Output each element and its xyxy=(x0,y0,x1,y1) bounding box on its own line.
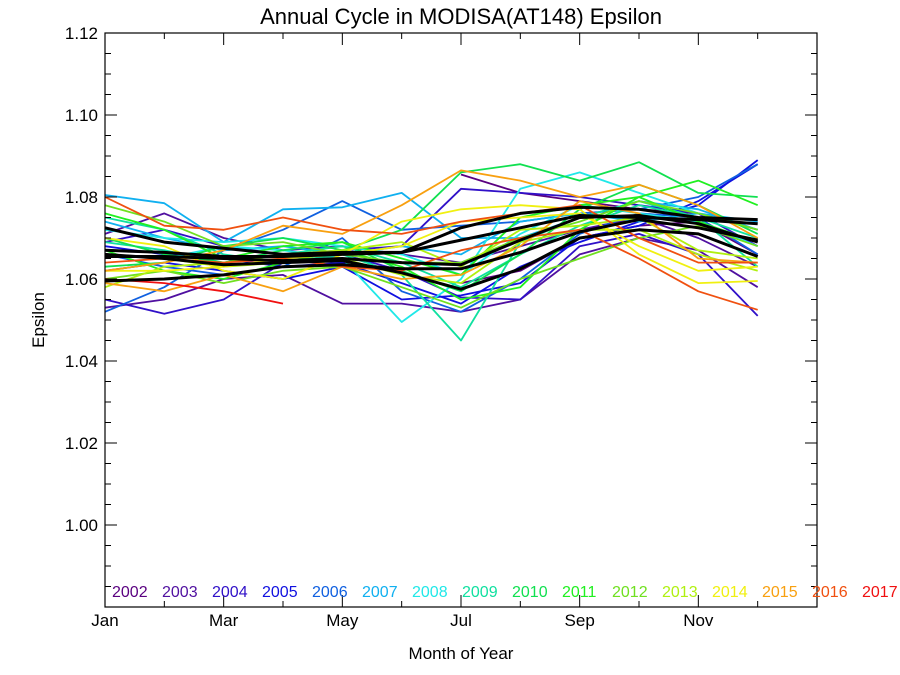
x-tick-label: Jul xyxy=(450,611,472,630)
legend-item-2012: 2012 xyxy=(612,584,648,601)
y-tick-label: 1.10 xyxy=(65,106,98,125)
x-tick-label: Sep xyxy=(565,611,595,630)
series-line-2011-18 xyxy=(104,179,759,276)
x-tick-label: May xyxy=(326,611,359,630)
legend-item-2013: 2013 xyxy=(662,584,698,601)
chart-title: Annual Cycle in MODISA(AT148) Epsilon xyxy=(260,4,662,29)
series-line-2010-16 xyxy=(104,161,758,268)
y-tick-label: 1.08 xyxy=(65,188,98,207)
series-line-2014-25 xyxy=(105,212,758,272)
y-tick-label: 1.02 xyxy=(65,434,98,453)
mean-line-34 xyxy=(104,205,758,258)
mean-line-31 xyxy=(104,218,759,283)
legend-item-2003: 2003 xyxy=(162,584,198,601)
legend-item-2014: 2014 xyxy=(712,584,748,601)
legend-item-2009: 2009 xyxy=(462,584,498,601)
y-axis-label: Epsilon xyxy=(29,292,48,348)
y-tick-label: 1.06 xyxy=(65,270,98,289)
series-line-2016-28 xyxy=(104,196,758,264)
series-lines xyxy=(104,159,759,342)
legend-item-2016: 2016 xyxy=(812,584,848,601)
x-tick-label: Mar xyxy=(209,611,239,630)
mean-line-35 xyxy=(105,214,759,267)
series-line-2016-29 xyxy=(104,228,758,311)
legend-item-2008: 2008 xyxy=(412,584,448,601)
mean-line-32 xyxy=(104,228,759,291)
y-tick-label: 1.12 xyxy=(65,24,98,43)
y-tick-label: 1.04 xyxy=(65,352,98,371)
series-line-2013-23 xyxy=(104,228,758,284)
legend-item-2010: 2010 xyxy=(512,584,548,601)
series-line-2012-21 xyxy=(104,224,758,309)
series-line-2015-26 xyxy=(104,169,759,272)
legend-item-2017: 2017 xyxy=(862,584,898,601)
legend-item-2011: 2011 xyxy=(562,584,597,601)
x-tick-label: Nov xyxy=(683,611,714,630)
legend: 2002 2003 2004 2005 2006 2007 2008 2009 2010 2011… xyxy=(112,584,898,601)
legend-item-2015: 2015 xyxy=(762,584,798,601)
plot-frame xyxy=(104,32,818,608)
x-tick-label: Jan xyxy=(91,611,118,630)
legend-item-2004: 2004 xyxy=(212,584,248,601)
legend-item-2007: 2007 xyxy=(362,584,398,601)
legend-item-2005: 2005 xyxy=(262,584,298,601)
legend-item-2002: 2002 xyxy=(112,584,148,601)
y-tick-label: 1.00 xyxy=(65,516,98,535)
legend-item-2006: 2006 xyxy=(312,584,348,601)
x-axis-label: Month of Year xyxy=(409,644,514,663)
axes: Jan Mar May Jul Sep Nov 1.00 1.02 1.04 1.06 1.08 1.… xyxy=(65,24,818,630)
